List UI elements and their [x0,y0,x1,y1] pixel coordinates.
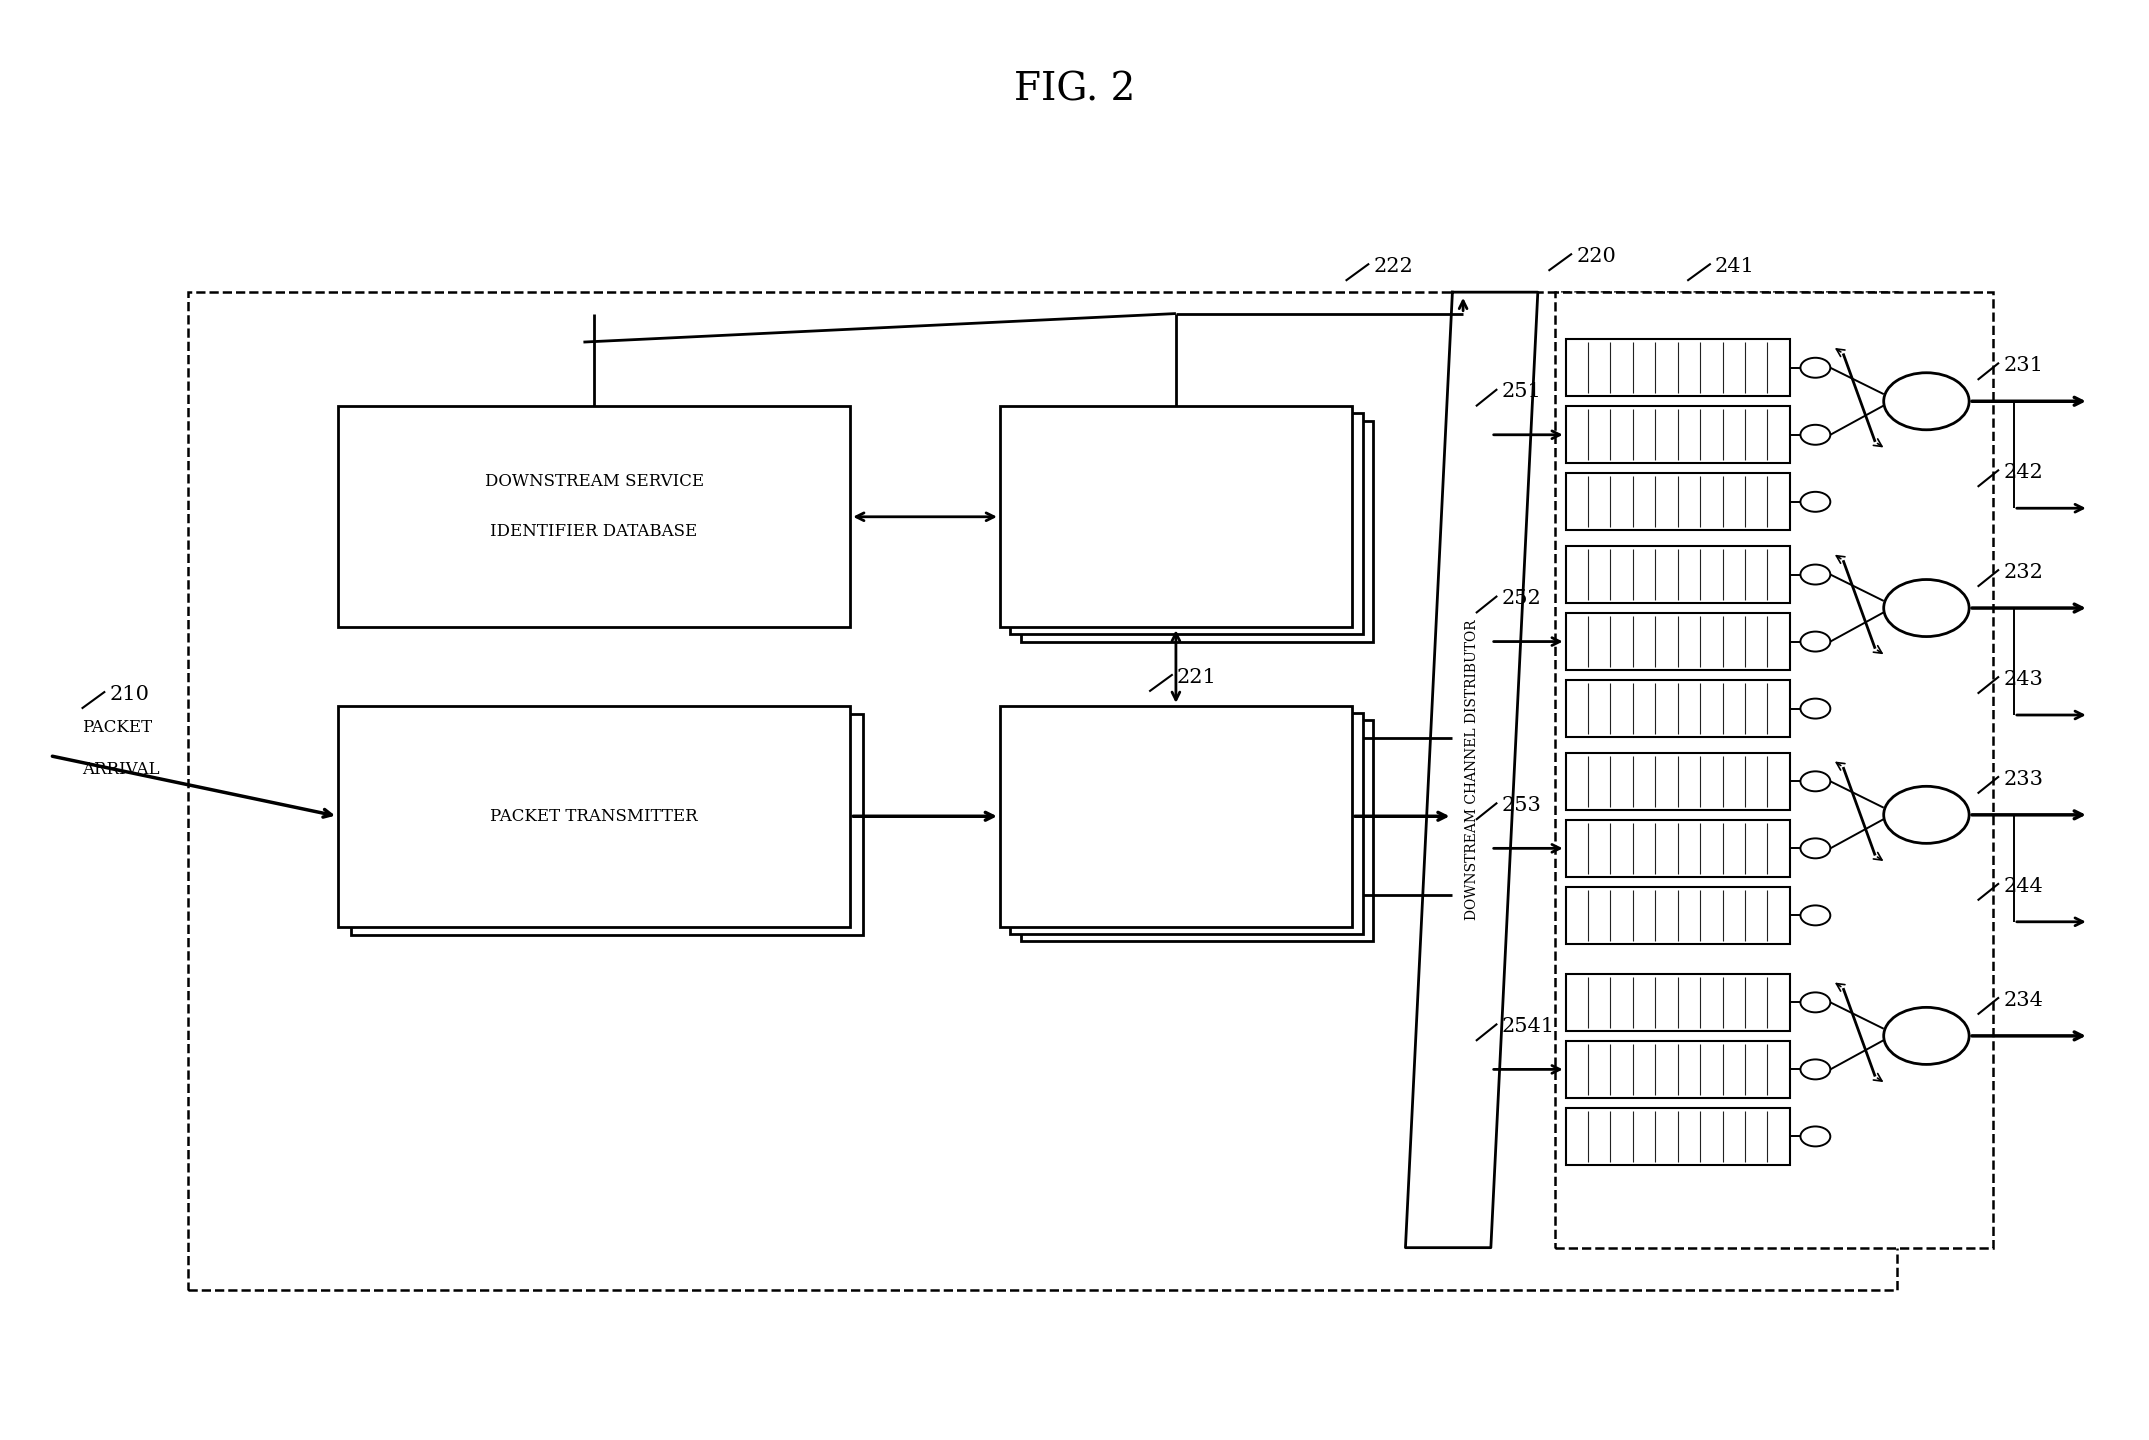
Bar [1021,420,1373,642]
Bar [1567,1107,1790,1165]
Text: ARRIVAL: ARRIVAL [82,762,159,779]
Text: 251: 251 [1502,383,1541,402]
Text: 242: 242 [2003,464,2044,482]
Text: CLASSIFIER: CLASSIFIER [1122,829,1229,847]
Bar [1567,474,1790,530]
Text: 2541: 2541 [1502,1017,1554,1037]
Text: 232: 232 [2003,563,2044,582]
Text: 210: 210 [110,685,150,704]
Bar [350,714,864,936]
Bar [999,406,1352,628]
Bar [1567,546,1790,603]
Text: DOWNSTREAM SERVICE: DOWNSTREAM SERVICE [484,472,703,490]
Bar [1567,340,1790,396]
Bar [1567,680,1790,737]
Bar [189,292,1898,1290]
Bar [337,706,851,927]
Text: ANALYZER: ANALYZER [1128,530,1223,547]
Text: 244: 244 [2003,877,2044,896]
Text: MAC: MAC [1154,472,1197,490]
Bar [1567,753,1790,809]
Text: 252: 252 [1502,589,1541,608]
Bar [1567,973,1790,1031]
Text: 241: 241 [1715,256,1756,276]
Text: IDENTIFIER DATABASE: IDENTIFIER DATABASE [490,523,698,540]
Bar [1567,406,1790,464]
Text: 220: 220 [1575,248,1616,266]
Text: 253: 253 [1502,796,1541,815]
Text: 221: 221 [1178,668,1216,687]
Text: 234: 234 [2003,991,2044,1009]
Polygon shape [1405,292,1539,1247]
Text: 222: 222 [1373,256,1414,276]
Text: 243: 243 [2003,670,2044,688]
Text: FIG. 2: FIG. 2 [1014,71,1135,108]
Text: 231: 231 [2003,356,2044,374]
Bar [1010,413,1362,635]
Bar [1567,819,1790,877]
Bar [1567,887,1790,943]
Bar [1567,1041,1790,1097]
Text: PACKET: PACKET [82,719,153,736]
Bar [1567,613,1790,670]
Text: DOWNSTREAM CHANNEL DISTRIBUTOR: DOWNSTREAM CHANNEL DISTRIBUTOR [1466,619,1479,920]
Text: 233: 233 [2003,770,2044,789]
Bar [337,406,851,628]
Text: PACKET: PACKET [1141,772,1212,789]
Text: PACKET TRANSMITTER: PACKET TRANSMITTER [490,808,698,825]
Bar [1021,720,1373,942]
Bar [1010,713,1362,935]
Bar [999,706,1352,927]
Bar [1556,292,1992,1247]
